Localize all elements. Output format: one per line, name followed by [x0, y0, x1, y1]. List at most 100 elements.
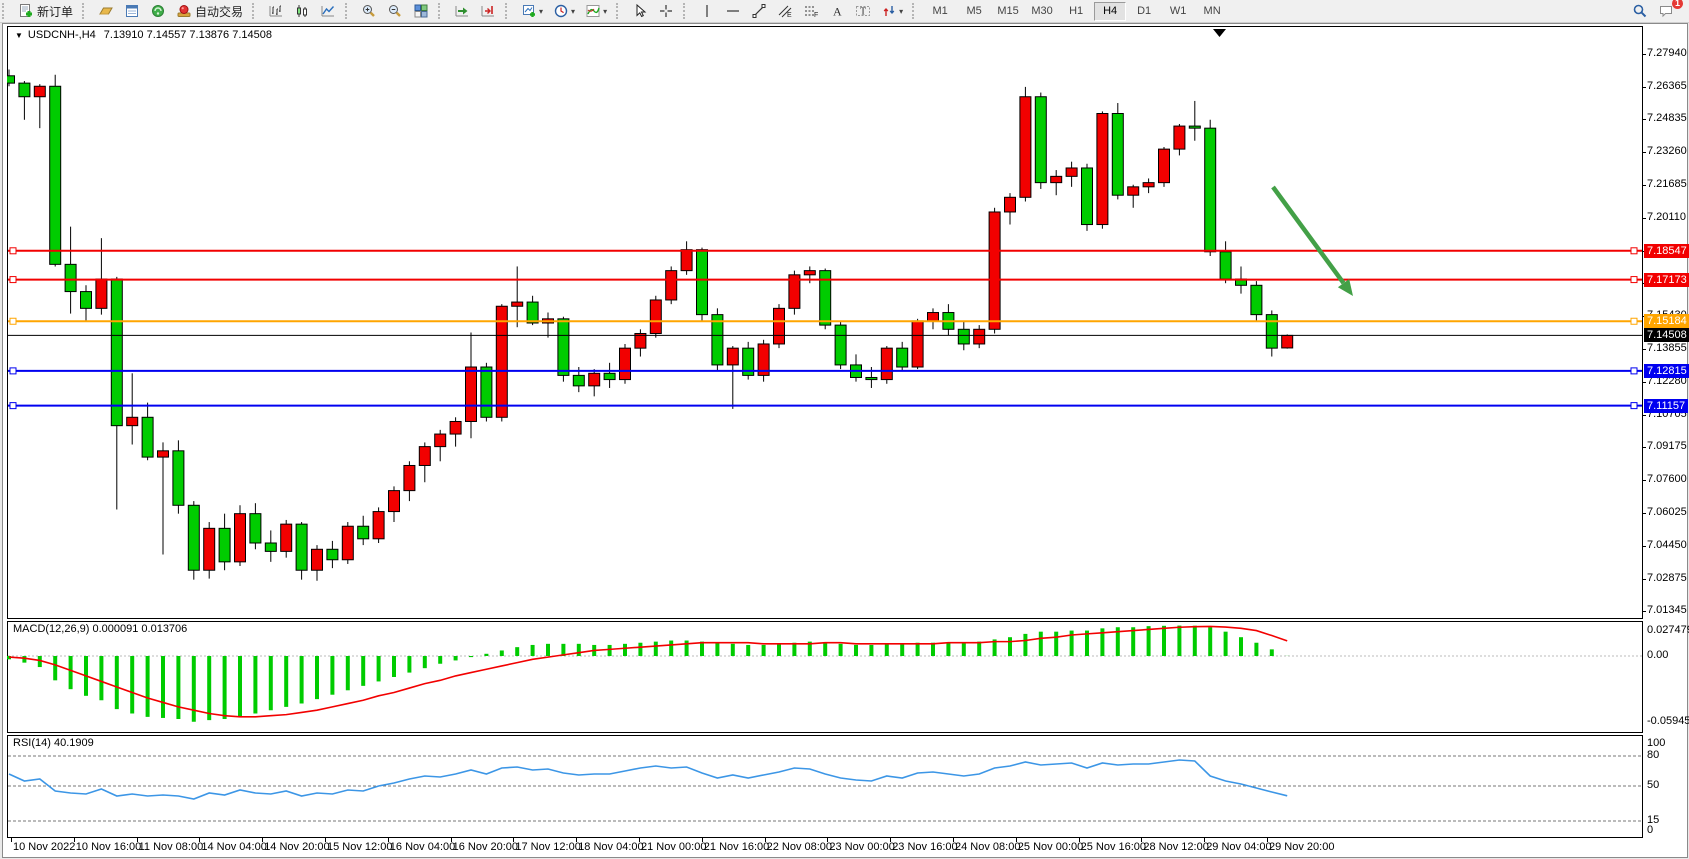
support-line-blue-1-handle[interactable] [9, 367, 17, 375]
autotrading-button[interactable]: 自动交易 [172, 1, 247, 22]
resistance-line-2-handle[interactable] [1630, 276, 1638, 284]
timeframe-button-h1[interactable]: H1 [1069, 5, 1084, 17]
support-line-blue-2-handle[interactable] [1630, 402, 1638, 410]
support-line-blue-2-handle[interactable] [9, 402, 17, 410]
linechart-icon [320, 3, 336, 19]
new-order-button[interactable]: 新订单 [14, 1, 77, 22]
clock-icon [553, 3, 569, 19]
time-tick-mark [262, 838, 264, 842]
dropdown-caret-icon[interactable]: ▾ [603, 6, 608, 16]
time-tick-mark [1141, 838, 1143, 842]
horizontal-line-button[interactable] [721, 1, 745, 22]
macd-panel-border [7, 621, 1643, 733]
cursor-button[interactable] [628, 1, 652, 22]
support-line-blue-1[interactable] [8, 367, 1642, 375]
tile-windows-button[interactable] [409, 1, 433, 22]
time-tick-mark [387, 838, 389, 842]
vertical-line-button[interactable] [695, 1, 719, 22]
trendline-button[interactable] [747, 1, 771, 22]
time-tick-label: 14 Nov 20:00 [264, 841, 330, 853]
resistance-line-1-handle[interactable] [1630, 247, 1638, 255]
timeframe-button-m15[interactable]: M15 [997, 5, 1019, 17]
candle-body [1142, 182, 1155, 188]
time-tick-mark [1204, 838, 1206, 842]
timeframe-button-h4[interactable]: H4 [1094, 1, 1127, 21]
time-tick-label: 28 Nov 12:00 [1143, 841, 1209, 853]
candle-body [341, 525, 354, 561]
text-label-button[interactable]: T [851, 1, 875, 22]
macd-axis-label: 0.00 [1647, 649, 1669, 661]
auto-scroll-button[interactable] [450, 1, 474, 22]
candle-body [757, 343, 770, 376]
arrows-button[interactable]: ▾ [877, 1, 907, 22]
navigator-button[interactable] [146, 1, 170, 22]
dropdown-caret-icon[interactable]: ▾ [539, 6, 544, 16]
toolbar-group-handle [252, 3, 259, 19]
candlestick-chart-button[interactable] [290, 1, 314, 22]
support-line-orange-handle[interactable] [9, 317, 17, 325]
crosshair-button[interactable] [654, 1, 678, 22]
bars-icon [268, 3, 284, 19]
market-watch-button[interactable] [120, 1, 144, 22]
timeframe-button-m5[interactable]: M5 [966, 5, 982, 17]
search-icon [1632, 3, 1648, 19]
support-line-blue-2[interactable] [8, 402, 1642, 410]
candle-body [1265, 314, 1278, 349]
svg-text:A: A [833, 5, 842, 19]
dropdown-caret-icon[interactable]: ▾ [899, 6, 904, 16]
resistance-line-2-handle[interactable] [9, 276, 17, 284]
periods-button[interactable]: ▾ [549, 1, 579, 22]
notifications-button[interactable]: 1 [1654, 0, 1683, 22]
candle-body [603, 372, 616, 381]
trend-arrow-annotation[interactable] [1271, 185, 1353, 296]
main-chart-panel[interactable] [7, 26, 1643, 619]
autotrading-icon [176, 3, 192, 19]
candle-body [49, 85, 62, 265]
toolbar-group [625, 0, 681, 22]
dropdown-caret-icon[interactable]: ▾ [571, 6, 576, 16]
fibonacci-button[interactable]: F [799, 1, 823, 22]
resistance-line-1[interactable] [8, 247, 1642, 255]
chart-shift-marker-icon[interactable] [1213, 29, 1226, 37]
support-line-orange[interactable] [8, 317, 1642, 325]
timeframe-button-m1[interactable]: M1 [932, 5, 948, 17]
timeframe-button-m30[interactable]: M30 [1031, 5, 1053, 17]
line-chart-button[interactable] [316, 1, 340, 22]
chart-shift-button[interactable] [476, 1, 500, 22]
candle-body [665, 270, 678, 301]
chart-profiles-button[interactable] [94, 1, 118, 22]
bar-chart-button[interactable] [264, 1, 288, 22]
support-line-blue-1-handle[interactable] [1630, 367, 1638, 375]
resistance-line-1-handle[interactable] [9, 247, 17, 255]
support-line-orange-handle[interactable] [1630, 317, 1638, 325]
time-tick-label: 25 Nov 16:00 [1080, 841, 1147, 853]
time-tick-mark [890, 838, 892, 842]
candle-body [1111, 113, 1124, 196]
time-tick-mark [1267, 838, 1268, 842]
rsi-panel[interactable] [7, 735, 1643, 838]
indicators-button[interactable]: ▾ [581, 1, 611, 22]
equidistant-channel-button[interactable]: E [773, 1, 797, 22]
timeframe-button-d1[interactable]: D1 [1137, 5, 1152, 17]
text-button[interactable]: A [825, 1, 849, 22]
chart-menu-caret-icon[interactable]: ▼ [15, 30, 23, 40]
price-tick-mark [1642, 415, 1646, 417]
chart-window: ▼ USDCNH-,H4 7.13910 7.14557 7.13876 7.1… [2, 23, 1689, 858]
price-tick-mark [1642, 546, 1646, 548]
timeframe-button-mn[interactable]: MN [1203, 5, 1221, 17]
macd-panel[interactable] [7, 621, 1643, 733]
trend-arrow-shaft[interactable] [1271, 185, 1346, 285]
candle-body [773, 307, 785, 345]
timeframe-button-w1[interactable]: W1 [1169, 5, 1187, 17]
candle-body [326, 548, 339, 561]
resistance-line-2[interactable] [8, 276, 1642, 284]
price-tick-label: 7.27940 [1647, 47, 1687, 59]
search-button[interactable] [1628, 1, 1652, 22]
time-tick-label: 24 Nov 08:00 [955, 841, 1021, 853]
zoom-out-button[interactable] [383, 1, 407, 22]
candle-body [218, 527, 231, 563]
new-chart-button[interactable]: ▾ [517, 1, 547, 22]
indicators-icon [585, 3, 601, 19]
time-tick-label: 16 Nov 04:00 [389, 841, 456, 853]
zoom-in-button[interactable] [357, 1, 381, 22]
